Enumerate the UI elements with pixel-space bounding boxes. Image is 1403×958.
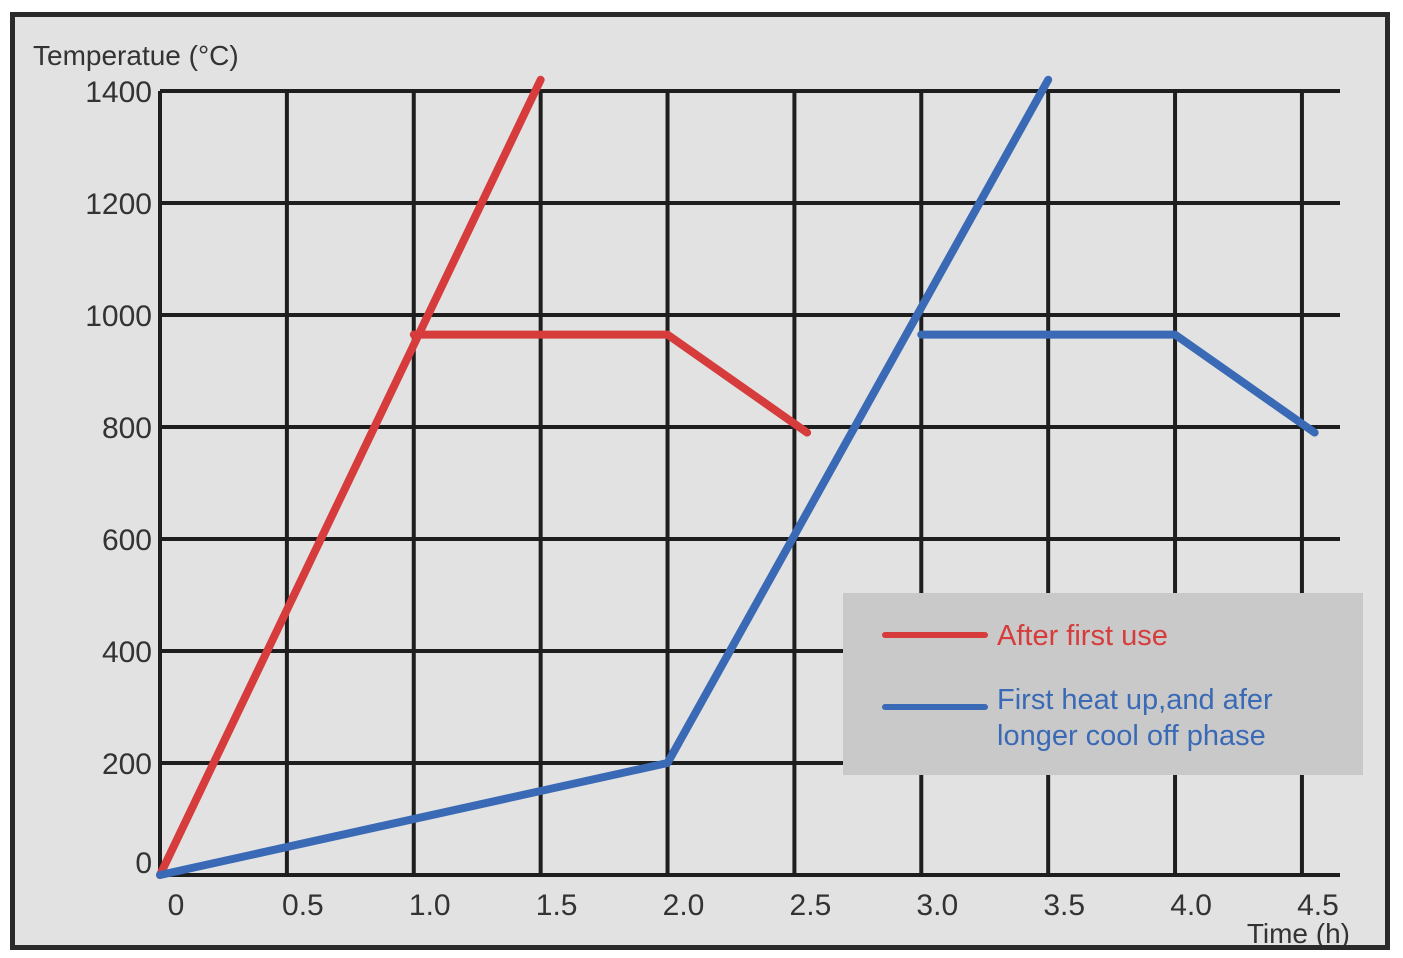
data-lines: [156, 75, 1319, 879]
y-tick-label: 400: [102, 636, 152, 669]
x-tick-label: 0: [168, 889, 185, 922]
x-axis-title: Time (h): [1247, 918, 1350, 945]
y-tick-label: 800: [102, 412, 152, 445]
x-tick-label: 4.5: [1297, 889, 1339, 922]
x-tick-label: 3.0: [916, 889, 958, 922]
x-tick-label: 2.5: [790, 889, 832, 922]
legend-label-after-first-use: After first use: [997, 620, 1168, 652]
legend-box: [843, 593, 1363, 775]
chart-frame: 0 0.5 1.0 1.5 2.0 2.5 3.0 3.5 4.0 4.5 0 200 400 600 8…: [10, 12, 1390, 950]
y-tick-label: 1000: [85, 300, 152, 333]
y-tick-label: 1200: [85, 188, 152, 221]
legend-label-first-heat-up-line2: longer cool off phase: [997, 720, 1266, 752]
y-tick-label: 0: [135, 847, 152, 880]
y-axis-ticks: 0 200 400 600 800 1000 1200 1400: [85, 76, 152, 880]
y-tick-label: 1400: [85, 76, 152, 109]
series-0-ramp-line: [156, 75, 545, 879]
x-tick-label: 1.0: [409, 889, 451, 922]
series-0-curve-line: [409, 330, 812, 437]
x-tick-label: 3.5: [1043, 889, 1085, 922]
legend-label-first-heat-up-line1: First heat up,and afer: [997, 684, 1273, 716]
y-tick-label: 200: [102, 748, 152, 781]
temperature-chart: 0 0.5 1.0 1.5 2.0 2.5 3.0 3.5 4.0 4.5 0 200 400 600 8…: [33, 40, 1363, 945]
x-tick-label: 4.0: [1170, 889, 1212, 922]
x-axis-ticks: 0 0.5 1.0 1.5 2.0 2.5 3.0 3.5 4.0 4.5: [168, 889, 1339, 922]
x-tick-label: 1.5: [536, 889, 578, 922]
x-tick-label: 0.5: [282, 889, 324, 922]
y-tick-label: 600: [102, 524, 152, 557]
x-tick-label: 2.0: [663, 889, 705, 922]
y-axis-title: Temperatue (°C): [33, 40, 239, 71]
legend: After first use First heat up,and afer l…: [843, 593, 1363, 775]
series-1-curve-line: [917, 330, 1319, 437]
